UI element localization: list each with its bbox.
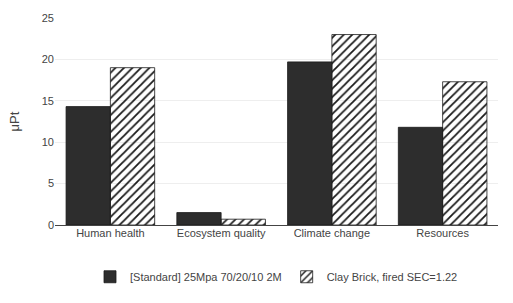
svg-text:Clay Brick, fired SEC=1.22: Clay Brick, fired SEC=1.22 xyxy=(327,271,458,283)
svg-text:25: 25 xyxy=(42,12,54,24)
svg-text:Resources: Resources xyxy=(416,227,469,239)
svg-text:Climate change: Climate change xyxy=(294,227,370,239)
svg-text:15: 15 xyxy=(42,95,54,107)
svg-text:0: 0 xyxy=(48,219,54,231)
svg-text:μPt: μPt xyxy=(7,111,22,131)
svg-text:Ecosystem quality: Ecosystem quality xyxy=(177,227,266,239)
svg-text:5: 5 xyxy=(48,177,54,189)
svg-text:20: 20 xyxy=(42,53,54,65)
svg-text:[Standard] 25Mpa 70/20/10 2M: [Standard] 25Mpa 70/20/10 2M xyxy=(130,271,282,283)
svg-text:Human health: Human health xyxy=(76,227,145,239)
svg-text:10: 10 xyxy=(42,136,54,148)
